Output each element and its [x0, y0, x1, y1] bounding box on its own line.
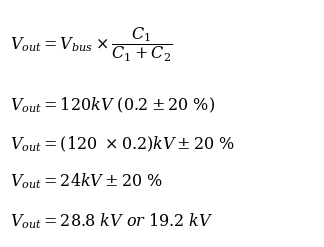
Text: $V_{out} = 120kV\ (0.2 \pm 20\ \%)$: $V_{out} = 120kV\ (0.2 \pm 20\ \%)$ [10, 95, 215, 115]
Text: $V_{out} = (120\ \times 0.2)kV \pm 20\ \%$: $V_{out} = (120\ \times 0.2)kV \pm 20\ \… [10, 135, 235, 154]
Text: $V_{out} = 28.8\ kV\ or\ 19.2\ kV$: $V_{out} = 28.8\ kV\ or\ 19.2\ kV$ [10, 211, 213, 231]
Text: $V_{out} = 24kV \pm 20\ \%$: $V_{out} = 24kV \pm 20\ \%$ [10, 172, 163, 191]
Text: $V_{out} = V_{bus} \times \dfrac{C_1}{C_1 + C_2}$: $V_{out} = V_{bus} \times \dfrac{C_1}{C_… [10, 25, 172, 64]
